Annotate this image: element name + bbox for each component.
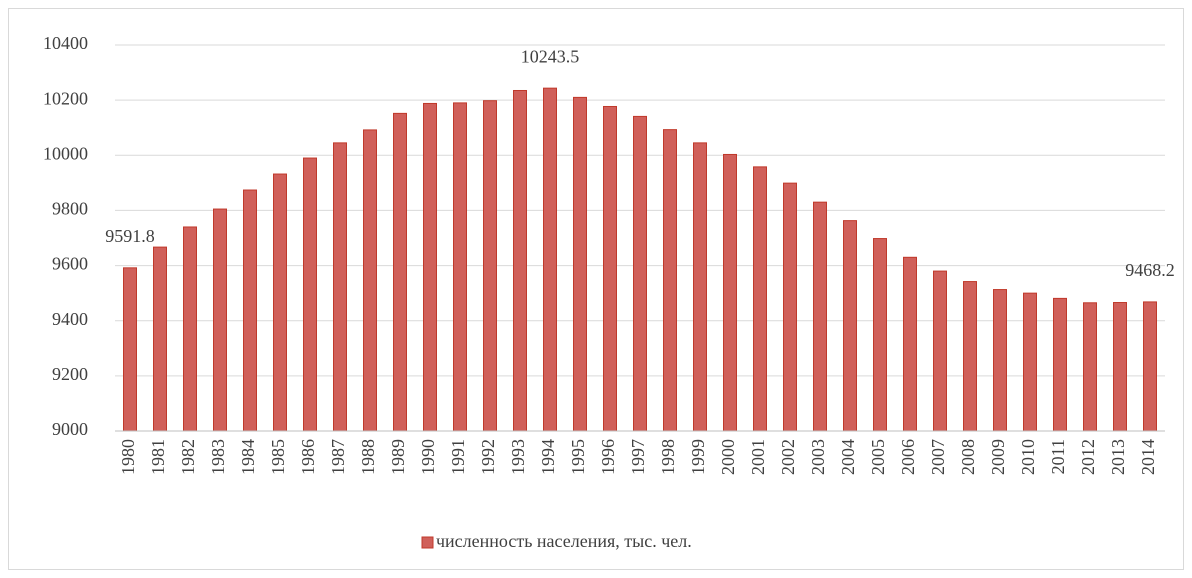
y-tick-label: 9200 [52,364,88,384]
x-tick-label: 1999 [688,439,708,475]
bar [423,102,437,432]
bar [603,105,617,432]
bar [573,96,587,432]
bar [1053,297,1067,432]
bar [813,201,827,432]
y-tick-label: 9800 [52,199,88,219]
bar [363,129,377,432]
bar [873,238,887,432]
y-tick-label: 10200 [43,88,88,108]
chart-frame [8,8,1184,570]
bar [993,289,1007,432]
x-tick-label: 1991 [448,439,468,475]
bar [243,189,257,432]
legend-label: численность населения, тыс. чел. [436,531,692,551]
bar [1023,292,1037,432]
bar [663,129,677,432]
bar [273,173,287,432]
bar [483,100,497,432]
x-tick-label: 1981 [148,439,168,475]
bar [333,142,347,432]
x-tick-label: 2000 [718,439,738,475]
x-tick-label: 2013 [1108,439,1128,475]
bar [753,166,767,432]
x-tick-label: 1982 [178,439,198,475]
bar [213,208,227,432]
x-tick-label: 1988 [358,439,378,475]
x-tick-label: 1996 [598,439,618,475]
x-tick-label: 1987 [328,439,348,475]
x-tick-label: 2007 [928,439,948,475]
bar [963,281,977,432]
x-tick-label: 2011 [1048,439,1068,474]
x-tick-label: 1984 [238,439,258,475]
x-tick-label: 2001 [748,439,768,475]
bar [1143,301,1157,432]
x-tick-label: 1994 [538,439,558,475]
y-tick-label: 9000 [52,419,88,439]
x-tick-label: 1989 [388,439,408,475]
x-tick-label: 1998 [658,439,678,475]
bar [903,256,917,432]
bar [183,226,197,432]
y-tick-label: 9400 [52,309,88,329]
x-tick-label: 1986 [298,439,318,475]
y-tick-label: 10000 [43,143,88,163]
x-tick-label: 2012 [1078,439,1098,475]
bar [693,142,707,432]
x-tick-label: 1997 [628,439,648,475]
x-tick-label: 2010 [1018,439,1038,475]
bar [1083,302,1097,432]
bar [543,87,557,432]
bar [1113,302,1127,432]
bar [933,270,947,432]
x-tick-label: 2009 [988,439,1008,475]
data-label: 10243.5 [521,46,580,66]
bar [123,267,137,432]
x-tick-label: 1992 [478,439,498,475]
x-tick-label: 2002 [778,439,798,475]
x-tick-label: 2014 [1138,439,1158,475]
bar [453,102,467,432]
legend-swatch [421,536,434,549]
x-tick-label: 1983 [208,439,228,475]
x-tick-label: 2003 [808,439,828,475]
bar [843,220,857,432]
x-tick-label: 2006 [898,439,918,475]
y-tick-label: 10400 [43,33,88,53]
x-tick-label: 1990 [418,439,438,475]
bar [303,157,317,432]
x-tick-label: 2008 [958,439,978,475]
bar [723,153,737,432]
bar [513,89,527,432]
x-tick-label: 2005 [868,439,888,475]
data-label: 9591.8 [105,226,155,246]
data-label: 9468.2 [1125,260,1175,280]
x-tick-label: 1980 [118,439,138,475]
x-tick-label: 2004 [838,439,858,475]
bar [153,246,167,432]
bar [783,182,797,432]
y-tick-label: 9600 [52,254,88,274]
bar [393,112,407,432]
x-tick-label: 1985 [268,439,288,475]
x-tick-label: 1995 [568,439,588,475]
bar [633,115,647,432]
x-tick-label: 1993 [508,439,528,475]
